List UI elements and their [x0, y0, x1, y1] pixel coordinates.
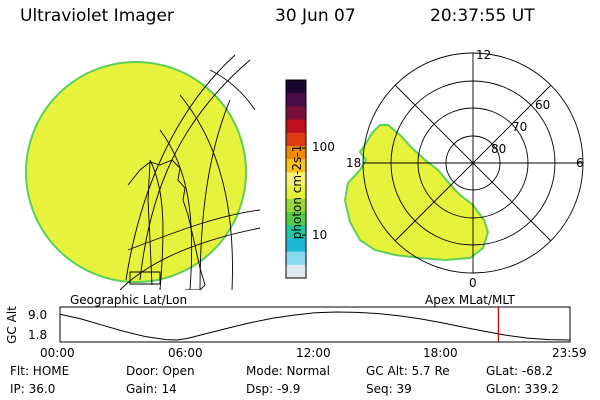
instrument-title: Ultraviolet Imager [20, 6, 174, 26]
polar-mlt-18: 18 [346, 156, 362, 170]
colorbar [285, 79, 307, 279]
polar-lat-60: 60 [535, 98, 551, 112]
polar-mlt-6: 6 [576, 156, 584, 170]
colorbar-tick-100: 100 [312, 140, 335, 154]
colorbar-swatch [286, 264, 306, 279]
date-label: 30 Jun 07 [275, 6, 356, 26]
alt-xtick-4: 23:59 [552, 346, 587, 360]
polar-lat-70: 70 [512, 120, 528, 134]
polar-mlt-12: 12 [476, 48, 492, 62]
colorbar-swatch [286, 238, 306, 253]
alt-xtick-3: 18:00 [423, 346, 458, 360]
status-dsp: Dsp: -9.9 [246, 382, 301, 396]
colorbar-swatch [286, 106, 306, 121]
colorbar-swatch [286, 172, 306, 187]
colorbar-tick-10: 10 [312, 228, 328, 242]
alt-xtick-1: 06:00 [168, 346, 203, 360]
alt-ymin: 1.8 [28, 328, 48, 342]
altitude-curve [59, 311, 570, 341]
colorbar-swatch [286, 212, 306, 226]
alt-xtick-2: 12:00 [296, 346, 331, 360]
colorbar-swatch [286, 251, 306, 266]
status-flt: Flt: HOME [10, 364, 70, 378]
polar-mlt-0: 0 [469, 276, 477, 290]
polar-panel-label: Apex MLat/MLT [425, 293, 515, 307]
polar-lat-80: 80 [491, 142, 507, 156]
colorbar-swatch [286, 185, 306, 200]
status-ip: IP: 36.0 [10, 382, 56, 396]
colorbar-swatch [286, 146, 306, 160]
colorbar-swatch [286, 80, 306, 94]
colorbar-swatch [286, 198, 306, 213]
status-mode: Mode: Normal [246, 364, 330, 378]
colorbar-swatch [286, 93, 306, 107]
status-glat: GLat: -68.2 [486, 364, 553, 378]
geographic-image [25, 54, 260, 290]
colorbar-swatch [286, 159, 306, 173]
alt-xtick-0: 00:00 [40, 346, 75, 360]
colorbar-swatch [286, 132, 306, 147]
status-seq: Seq: 39 [366, 382, 412, 396]
polar-plot [343, 52, 584, 274]
colorbar-swatch [286, 119, 306, 134]
colorbar-swatch [286, 225, 306, 239]
alt-ymax: 9.0 [28, 308, 48, 322]
time-label: 20:37:55 UT [430, 6, 535, 26]
geo-panel-label: Geographic Lat/Lon [70, 293, 188, 307]
status-gain: Gain: 14 [126, 382, 177, 396]
status-door: Door: Open [126, 364, 195, 378]
status-gcalt: GC Alt: 5.7 Re [366, 364, 450, 378]
alt-ylabel: GC Alt [5, 306, 19, 344]
status-glon: GLon: 339.2 [486, 382, 559, 396]
